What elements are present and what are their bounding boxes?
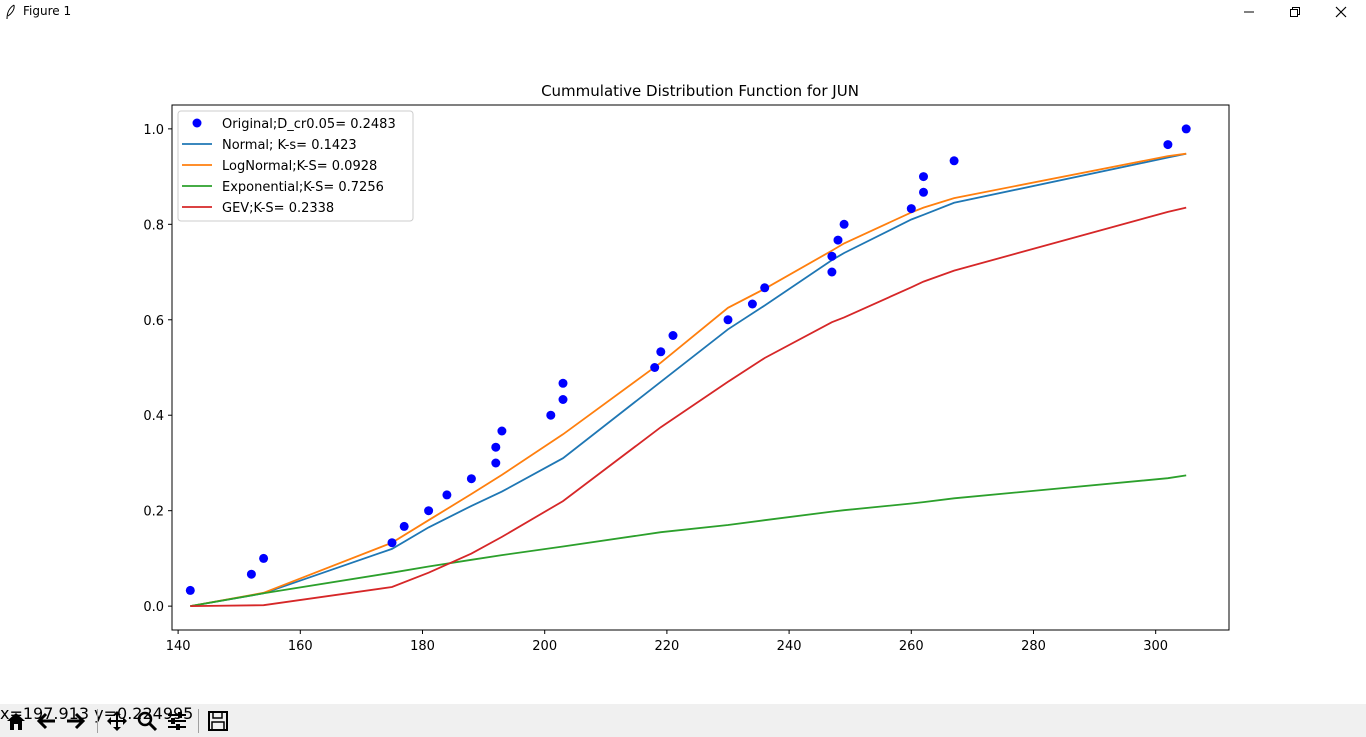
data-point	[246, 569, 256, 579]
save-button[interactable]	[205, 708, 231, 734]
home-icon	[7, 713, 25, 730]
toolbar-separator	[97, 709, 98, 733]
data-point	[833, 235, 843, 245]
x-axis: 140 160 180 200 220 240 260 280 300	[166, 630, 1168, 654]
toolbar-separator	[198, 709, 199, 733]
legend-label: Original;D_cr0.05= 0.2483	[222, 117, 396, 132]
series-line-gev	[190, 206, 1187, 607]
y-tick-label: 0.0	[143, 600, 164, 615]
x-tick-label: 300	[1143, 639, 1168, 654]
x-tick-label: 220	[654, 639, 679, 654]
data-point	[558, 378, 568, 388]
data-point	[827, 251, 837, 261]
data-point	[839, 219, 849, 229]
data-point	[650, 363, 660, 372]
x-tick-label: 280	[1021, 639, 1046, 654]
close-icon	[1335, 6, 1347, 18]
back-button[interactable]	[33, 708, 59, 734]
scatter-layer	[185, 124, 1191, 595]
legend-marker-original	[192, 118, 202, 128]
data-point	[760, 283, 770, 293]
back-arrow-icon	[36, 712, 55, 730]
minimize-button[interactable]	[1226, 0, 1272, 24]
restore-icon	[1290, 7, 1300, 17]
data-point	[185, 585, 195, 595]
x-tick-label: 140	[166, 639, 191, 654]
home-button[interactable]	[3, 708, 29, 734]
close-button[interactable]	[1318, 0, 1364, 24]
zoom-button[interactable]	[134, 708, 160, 734]
series-layer	[190, 152, 1187, 607]
data-point	[497, 426, 507, 436]
minimize-icon	[1244, 11, 1254, 13]
data-point	[491, 458, 501, 468]
x-tick-label: 240	[777, 639, 802, 654]
navigation-toolbar: x=197.913 y=0.224995	[0, 704, 1366, 737]
data-point	[723, 315, 733, 325]
move-arrows-icon	[107, 711, 127, 731]
legend-label: LogNormal;K-S= 0.0928	[222, 159, 377, 174]
data-point	[546, 410, 556, 420]
legend-label: Normal; K-s= 0.1423	[222, 138, 357, 153]
chart-title: Cummulative Distribution Function for JU…	[541, 82, 859, 100]
floppy-disk-icon	[208, 711, 228, 731]
y-tick-label: 1.0	[143, 123, 164, 138]
x-tick-label: 160	[288, 639, 313, 654]
data-point	[399, 521, 409, 531]
pan-button[interactable]	[104, 708, 130, 734]
data-point	[949, 156, 959, 166]
x-tick-label: 200	[532, 639, 557, 654]
x-tick-label: 260	[899, 639, 924, 654]
data-point	[906, 204, 916, 214]
title-bar: Figure 1	[0, 0, 1366, 24]
legend: Original;D_cr0.05= 0.2483 Normal; K-s= 0.…	[177, 110, 414, 222]
x-tick-label: 180	[410, 639, 435, 654]
feather-icon	[5, 4, 17, 20]
magnifier-icon	[137, 711, 158, 732]
data-point	[919, 187, 928, 197]
sliders-icon	[168, 712, 186, 730]
legend-label: GEV;K-S= 0.2338	[222, 201, 334, 216]
data-point	[466, 474, 476, 484]
data-point	[747, 299, 757, 309]
data-point	[656, 347, 666, 357]
data-point	[1163, 140, 1173, 150]
forward-button[interactable]	[63, 708, 89, 734]
data-point	[919, 172, 928, 182]
data-point	[424, 506, 434, 516]
legend-label: Exponential;K-S= 0.7256	[222, 180, 384, 195]
y-tick-label: 0.4	[143, 409, 164, 424]
y-tick-label: 0.6	[143, 314, 164, 329]
data-point	[491, 442, 501, 452]
data-point	[259, 553, 269, 563]
data-point	[668, 331, 678, 340]
window-title: Figure 1	[23, 4, 72, 18]
y-tick-label: 0.2	[143, 505, 164, 520]
series-line-normal	[190, 152, 1187, 607]
data-point	[827, 267, 837, 277]
configure-subplots-button[interactable]	[164, 708, 190, 734]
series-line-exponential	[190, 474, 1187, 607]
forward-arrow-icon	[67, 712, 86, 730]
data-point	[442, 490, 452, 500]
figure-canvas: Cummulative Distribution Function for JU…	[143, 82, 1230, 654]
data-point	[558, 395, 568, 404]
data-point	[387, 538, 397, 548]
restore-button[interactable]	[1272, 0, 1318, 24]
legend-box	[177, 110, 414, 222]
y-tick-label: 0.8	[143, 218, 164, 233]
series-line-lognormal	[190, 152, 1187, 607]
data-point	[1181, 124, 1191, 134]
y-axis: 0.0 0.2 0.4 0.6 0.8 1.0	[143, 123, 172, 615]
